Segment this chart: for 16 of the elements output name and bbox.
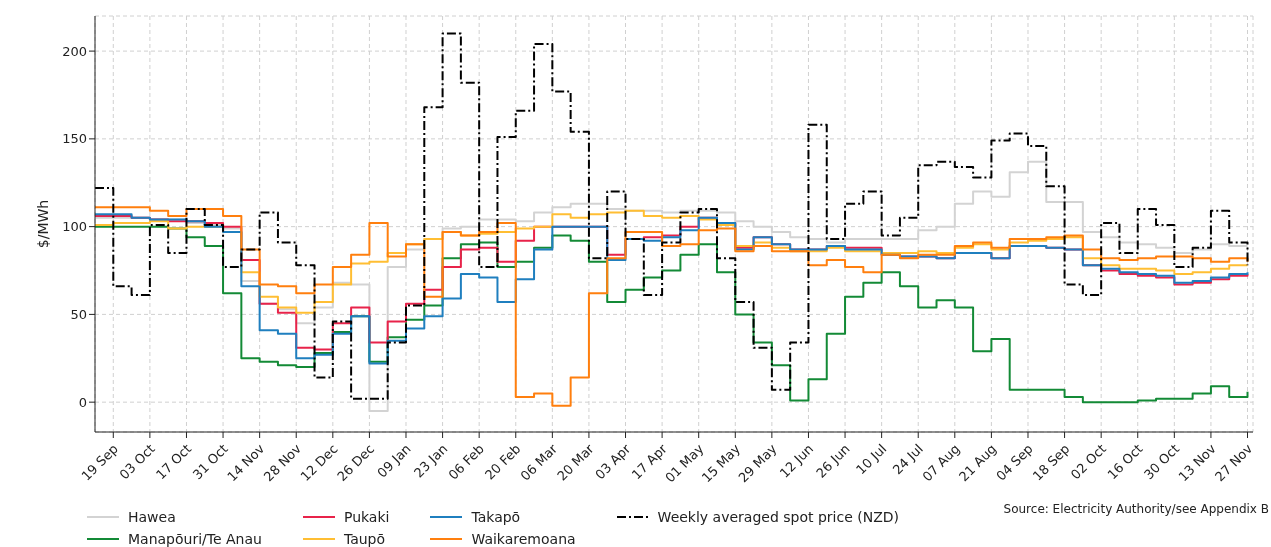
y-axis-title: $/MWh — [34, 199, 51, 249]
legend-label: Hawea — [128, 509, 176, 525]
y-tick-label: 200 — [62, 43, 87, 59]
legend-label: Taupō — [343, 531, 386, 547]
source-note: Source: Electricity Authority/see Appendix B — [1003, 502, 1269, 516]
legend-label: Weekly averaged spot price (NZD) — [657, 509, 899, 525]
legend-label: Waikaremoana — [471, 531, 576, 547]
legend-label: Manapōuri/Te Anau — [128, 531, 262, 547]
x-tick-label: 09 Jan — [374, 441, 414, 481]
y-tick-label: 150 — [62, 131, 87, 147]
y-tick-label: 0 — [78, 394, 87, 410]
y-tick-label: 50 — [70, 307, 87, 323]
x-tick-label: 10 Jul — [853, 441, 890, 478]
legend-label: Pukaki — [343, 509, 390, 525]
legend-label: Takapō — [471, 509, 521, 525]
y-tick-label: 100 — [62, 219, 87, 235]
